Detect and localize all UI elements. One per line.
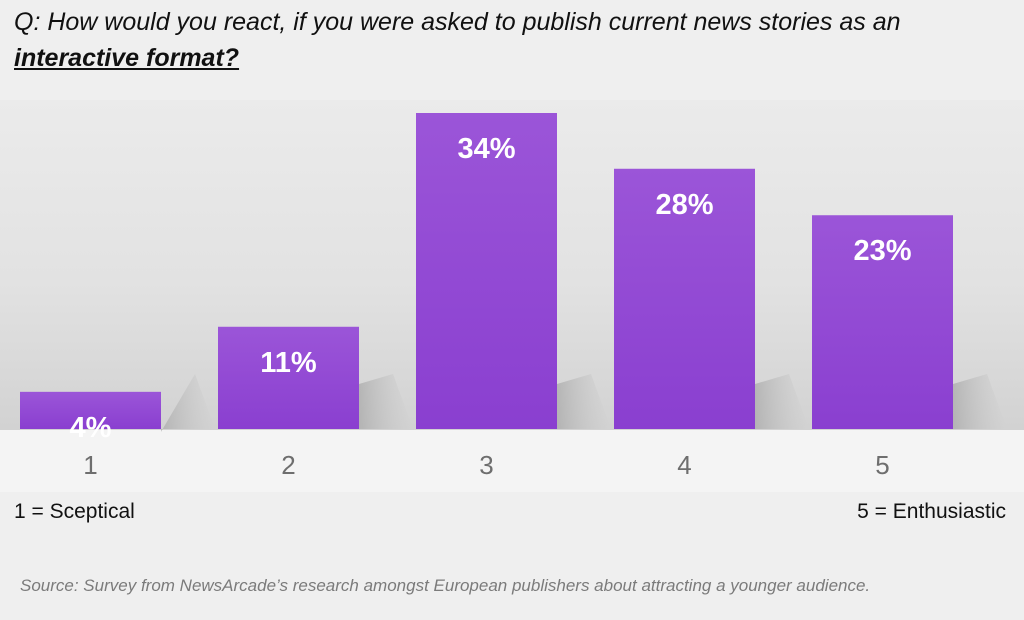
tick-label-2: 2 [281,450,295,480]
value-label-1: 4% [70,412,112,444]
tick-label-5: 5 [875,450,889,480]
value-label-2: 11% [260,347,317,379]
bar-shadow-4 [755,374,809,429]
tick-label-1: 1 [83,450,97,480]
bar-shadow-5 [953,374,1007,429]
bar-chart: 4% 11% 34% 28% 23% 1 2 3 4 5 [0,100,1024,492]
title-text: Q: How would you react, if you were aske… [14,8,901,36]
chart-title: Q: How would you react, if you were aske… [14,4,1014,76]
bar-2 [218,326,359,429]
bar-4 [614,168,755,429]
tick-label-3: 3 [479,450,493,480]
bar-1 [20,391,161,429]
scale-high-label: 5 = Enthusiastic [857,500,1006,523]
title-emphasis: interactive format? [14,44,240,72]
source-note: Source: Survey from NewsArcade’s researc… [20,576,871,595]
floor [0,430,1024,492]
value-label-5: 23% [853,235,911,267]
bar-shadow-1 [161,374,215,432]
tick-label-4: 4 [677,450,691,480]
bar-5 [812,215,953,429]
value-label-3: 34% [457,133,515,165]
bar-shadow-2 [359,374,413,429]
scale-low-label: 1 = Sceptical [14,500,135,523]
value-label-4: 28% [655,189,713,221]
bar-shadow-3 [557,374,611,429]
bar-3 [416,113,557,429]
